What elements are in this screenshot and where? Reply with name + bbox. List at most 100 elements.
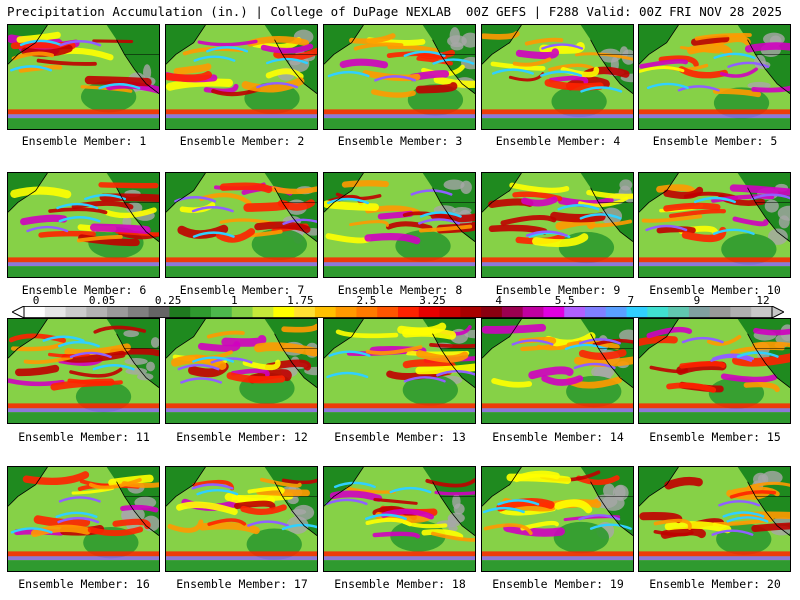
- ensemble-member-label: Ensemble Member: 13: [334, 430, 466, 444]
- precipitation-map-image: [482, 467, 633, 571]
- colorbar-tick-label: 0: [32, 294, 40, 307]
- precipitation-map-image: [639, 173, 790, 277]
- colorbar-tick-label: 9: [693, 294, 701, 307]
- colorbar-swatch: [605, 306, 628, 318]
- colorbar-swatch: [294, 306, 316, 318]
- precipitation-map-image: [8, 173, 159, 277]
- colorbar-swatch: [314, 306, 337, 318]
- ensemble-member-label: Ensemble Member: 3: [337, 134, 463, 148]
- colorbar-swatch: [730, 306, 752, 318]
- colorbar-swatch: [24, 306, 46, 318]
- ensemble-member-label: Ensemble Member: 10: [649, 283, 781, 297]
- colorbar-swatch: [751, 306, 773, 318]
- colorbar-swatch: [626, 306, 648, 318]
- colorbar-tick-label: 0.25: [154, 294, 182, 307]
- colorbar-swatch: [169, 306, 191, 318]
- ensemble-member-label: Ensemble Member: 11: [18, 430, 150, 444]
- ensemble-member-label: Ensemble Member: 17: [176, 577, 308, 591]
- colorbar-tick-label: 3.25: [419, 294, 446, 307]
- precipitation-map-image: [8, 319, 159, 423]
- colorbar-swatch: [65, 306, 87, 318]
- ensemble-member-label: Ensemble Member: 1: [21, 134, 147, 148]
- ensemble-member-map: [7, 24, 160, 130]
- colorbar-swatch: [668, 306, 690, 318]
- ensemble-member-label: Ensemble Member: 20: [649, 577, 781, 591]
- colorbar-tick-label: 4: [495, 294, 502, 307]
- ensemble-member-label: Ensemble Member: 5: [652, 134, 778, 148]
- ensemble-member-map: [638, 172, 791, 278]
- colorbar-tick-label: 1.75: [287, 294, 314, 307]
- precipitation-map-image: [166, 25, 317, 129]
- ensemble-member-label: Ensemble Member: 16: [18, 577, 150, 591]
- colorbar-swatch: [481, 306, 503, 318]
- ensemble-member-map: [165, 24, 318, 130]
- ensemble-member-map: [481, 172, 634, 278]
- ensemble-member-label: Ensemble Member: 2: [179, 134, 305, 148]
- ensemble-member-label: Ensemble Member: 15: [649, 430, 781, 444]
- colorbar-swatch: [44, 306, 67, 318]
- ensemble-member-label: Ensemble Member: 9: [495, 283, 621, 297]
- colorbar-swatch: [377, 306, 399, 318]
- colorbar-tick-label: 7: [627, 294, 635, 307]
- precipitation-map-image: [324, 467, 475, 571]
- colorbar-swatch: [543, 306, 565, 318]
- precipitation-map-image: [482, 25, 633, 129]
- precipitation-map-image: [482, 173, 633, 277]
- colorbar-swatch: [585, 306, 607, 318]
- precipitation-map-image: [324, 173, 475, 277]
- ensemble-member-label: Ensemble Member: 18: [334, 577, 466, 591]
- ensemble-member-label: Ensemble Member: 14: [492, 430, 624, 444]
- colorbar-swatch: [460, 306, 482, 318]
- precipitation-map-image: [8, 25, 159, 129]
- ensemble-member-label: Ensemble Member: 4: [495, 134, 621, 148]
- ensemble-member-map: [481, 24, 634, 130]
- colorbar-tick-label: 0.05: [88, 294, 116, 307]
- colorbar-swatch: [231, 306, 254, 318]
- chart-title: Precipitation Accumulation (in.) | Colle…: [7, 4, 452, 19]
- ensemble-member-map: [165, 466, 318, 572]
- colorbar-swatch: [501, 306, 524, 318]
- ensemble-member-map: [323, 172, 476, 278]
- colorbar-swatch: [564, 306, 586, 318]
- colorbar-swatch: [190, 306, 212, 318]
- precipitation-map-image: [324, 319, 475, 423]
- colorbar-left-arrow: [12, 306, 25, 318]
- precipitation-map-image: [166, 173, 317, 277]
- ensemble-member-label: Ensemble Member: 7: [179, 283, 305, 297]
- ensemble-member-map: [7, 466, 160, 572]
- colorbar-tick-label: 5.5: [554, 294, 575, 307]
- ensemble-member-map: [481, 318, 634, 424]
- colorbar-tick-label: 1: [230, 294, 238, 307]
- precipitation-map-image: [166, 319, 317, 423]
- ensemble-member-map: [165, 172, 318, 278]
- colorbar-right-arrow: [771, 306, 784, 318]
- ensemble-member-label: Ensemble Member: 6: [21, 283, 147, 297]
- precipitation-map-image: [482, 319, 633, 423]
- precipitation-map-image: [166, 467, 317, 571]
- colorbar-tick-label: 2.5: [356, 294, 377, 307]
- ensemble-member-map: [323, 24, 476, 130]
- colorbar-swatch: [647, 306, 669, 318]
- colorbar-swatch: [439, 306, 461, 318]
- precipitation-map-image: [639, 319, 790, 423]
- colorbar-swatch: [398, 306, 420, 318]
- colorbar-swatch: [522, 306, 544, 318]
- colorbar-swatch: [688, 306, 711, 318]
- colorbar-tick-label: 12: [756, 294, 770, 307]
- ensemble-member-label: Ensemble Member: 8: [337, 283, 463, 297]
- colorbar-swatch: [148, 306, 170, 318]
- ensemble-member-map: [7, 172, 160, 278]
- ensemble-member-map: [165, 318, 318, 424]
- precipitation-map-image: [324, 25, 475, 129]
- colorbar-swatch: [107, 306, 129, 318]
- ensemble-member-map: [323, 318, 476, 424]
- colorbar-swatch: [273, 306, 295, 318]
- ensemble-member-map: [323, 466, 476, 572]
- colorbar-swatch: [252, 306, 274, 318]
- precipitation-map-image: [639, 25, 790, 129]
- colorbar-swatch: [86, 306, 108, 318]
- colorbar-swatch: [211, 306, 233, 318]
- ensemble-member-map: [638, 24, 791, 130]
- ensemble-member-map: [7, 318, 160, 424]
- ensemble-member-map: [638, 466, 791, 572]
